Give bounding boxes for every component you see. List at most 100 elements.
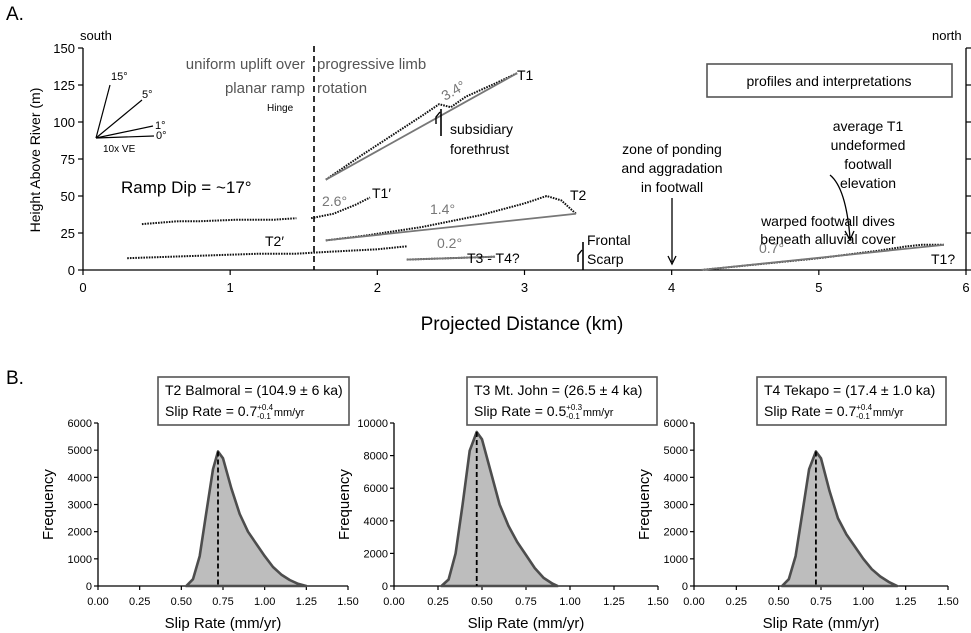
profile-t2 [325, 194, 577, 242]
hist-x-tick-label: 1.50 [937, 596, 958, 608]
hist-x-tick-label: 0.00 [383, 596, 404, 608]
hist-y-axis-title: Frequency [40, 469, 57, 540]
a-x-tick-label: 2 [374, 280, 381, 295]
hist-y-tick-label: 0 [682, 581, 688, 593]
warped-label-2: beneath alluvial cover [760, 231, 896, 247]
ramp-dip-label: Ramp Dip = ~17° [121, 178, 252, 197]
avg-arrowhead [844, 230, 855, 242]
progressive-label-2: rotation [317, 80, 367, 97]
hist-x-tick-label: 0.25 [427, 596, 448, 608]
hist-x-tick-label: 1.25 [296, 596, 317, 608]
a-y-tick-label: 50 [61, 189, 75, 204]
angle-0: 0° [156, 130, 167, 142]
fit-line [701, 243, 945, 271]
angle-label-0-7: 0.7° [759, 240, 784, 256]
box-t3: T3 Mt. John = (26.5 ± 4 ka) Slip Rate = … [466, 376, 658, 426]
hist-area [780, 450, 899, 588]
box-t2-rate: Slip Rate = 0.7+0.4 -0.1 mm/yr [165, 403, 305, 421]
hist-y-tick-label: 5000 [664, 445, 688, 457]
hist-y-tick-label: 6000 [664, 418, 688, 430]
hist-y-tick-label: 8000 [364, 451, 388, 463]
label-t1-question: T1? [931, 251, 955, 267]
angle-label-0-2: 0.2° [437, 235, 462, 251]
hist-x-tick-label: 0.50 [471, 596, 492, 608]
angle-1: 1° [155, 120, 166, 132]
hist-y-tick-label: 1000 [68, 554, 92, 566]
a-y-tick-label: 75 [61, 152, 75, 167]
progressive-label-1: progressive limb [317, 56, 426, 73]
box-t4-rate: Slip Rate = 0.7+0.4 -0.1 mm/yr [764, 403, 904, 421]
angle-key: 15° 5° 1° 0° 10x VE [95, 71, 167, 155]
panel-b: B. 0 1000 2000 3000 4000 5000 6000 0.00 0.25 0.50… [6, 368, 959, 632]
hist-y-tick-label: 0 [86, 581, 92, 593]
hist-y-tick-label: 3000 [664, 500, 688, 512]
box-t4: T4 Tekapo = (17.4 ± 1.0 ka) Slip Rate = … [756, 376, 947, 426]
fit-line [325, 72, 518, 181]
hist-y-tick-label: 2000 [664, 527, 688, 539]
fit-line [325, 212, 577, 242]
label-t1-prime: T1′ [372, 185, 391, 201]
zone-label-2: and aggradation [621, 160, 722, 176]
hist-x-tick-label: 1.00 [853, 596, 874, 608]
zone-arrowhead [667, 255, 677, 266]
a-x-axis-title: Projected Distance (km) [421, 314, 624, 335]
box-t4-line1: T4 Tekapo = (17.4 ± 1.0 ka) [764, 382, 935, 398]
hist-x-tick-label: 0.00 [87, 596, 108, 608]
hist-x-tick-label: 0.25 [129, 596, 150, 608]
label-t2: T2 [570, 187, 587, 203]
hist-x-axis-title: Slip Rate (mm/yr) [165, 615, 282, 632]
angle-15: 15° [111, 71, 128, 83]
hist-x-tick-label: 1.25 [603, 596, 624, 608]
label-t1: T1 [517, 67, 534, 83]
avg-label-4: elevation [840, 175, 896, 191]
hist-x-tick-label: 0.50 [171, 596, 192, 608]
hist-y-axis-title: Frequency [336, 469, 353, 540]
hist-y-tick-label: 1000 [664, 554, 688, 566]
profile-t1- [310, 196, 371, 220]
a-x-tick-label: 6 [962, 280, 969, 295]
hist-y-tick-label: 0 [382, 581, 388, 593]
hist-y-tick-label: 4000 [664, 472, 688, 484]
hist-x-axis-title: Slip Rate (mm/yr) [468, 615, 585, 632]
panel-a: A. south north Height Above River (m) Pr… [6, 4, 971, 335]
a-y-axis-title: Height Above River (m) [27, 88, 43, 233]
profile-t1- [701, 243, 944, 271]
profile-t1 [325, 72, 518, 181]
uniform-uplift-label-2: planar ramp [225, 80, 305, 97]
a-x-tick-label: 4 [668, 280, 675, 295]
hist-x-tick-label: 0.75 [212, 596, 233, 608]
hist-y-tick-label: 2000 [364, 548, 388, 560]
ve-label: 10x VE [103, 144, 136, 155]
south-label: south [80, 28, 112, 43]
a-x-tick-label: 1 [227, 280, 234, 295]
a-y-tick-label: 0 [68, 263, 75, 278]
label-t2-prime: T2′ [265, 233, 284, 249]
hist-x-tick-label: 0.25 [726, 596, 747, 608]
hist-area [440, 430, 559, 588]
hist-y-tick-label: 2000 [68, 527, 92, 539]
legend-box [706, 63, 953, 98]
hist-x-axis-title: Slip Rate (mm/yr) [763, 615, 880, 632]
avg-label-2: undeformed [831, 137, 906, 153]
histogram-t2-balmoral: 0 1000 2000 3000 4000 5000 6000 0.00 0.25 0.50 0.7… [40, 418, 359, 632]
a-y-tick-label: 125 [53, 78, 75, 93]
box-t3-rate: Slip Rate = 0.5+0.3 -0.1 mm/yr [474, 403, 614, 421]
hist-x-tick-label: 0.75 [810, 596, 831, 608]
panel-b-label: B. [6, 368, 24, 389]
uniform-uplift-label-1: uniform uplift over [186, 56, 305, 73]
warped-label-1: warped footwall dives [760, 213, 895, 229]
fit-line [406, 255, 496, 261]
angle-label-3-4: 3.4° [439, 77, 469, 103]
hist-y-tick-label: 5000 [68, 445, 92, 457]
avg-label-3: footwall [844, 156, 891, 172]
a-profiles [127, 72, 945, 271]
angle-label-2-6: 2.6° [322, 193, 347, 209]
zone-label-3: in footwall [641, 179, 703, 195]
hist-x-tick-label: 0.00 [683, 596, 704, 608]
hist-y-tick-label: 4000 [364, 516, 388, 528]
hist-x-tick-label: 0.75 [515, 596, 536, 608]
north-label: north [932, 28, 962, 43]
box-t3-line1: T3 Mt. John = (26.5 ± 4 ka) [474, 382, 642, 398]
a-axes: 0 25 50 75 100 125 150 0 1 2 3 4 5 6 [53, 41, 971, 295]
panel-a-label: A. [6, 4, 24, 25]
